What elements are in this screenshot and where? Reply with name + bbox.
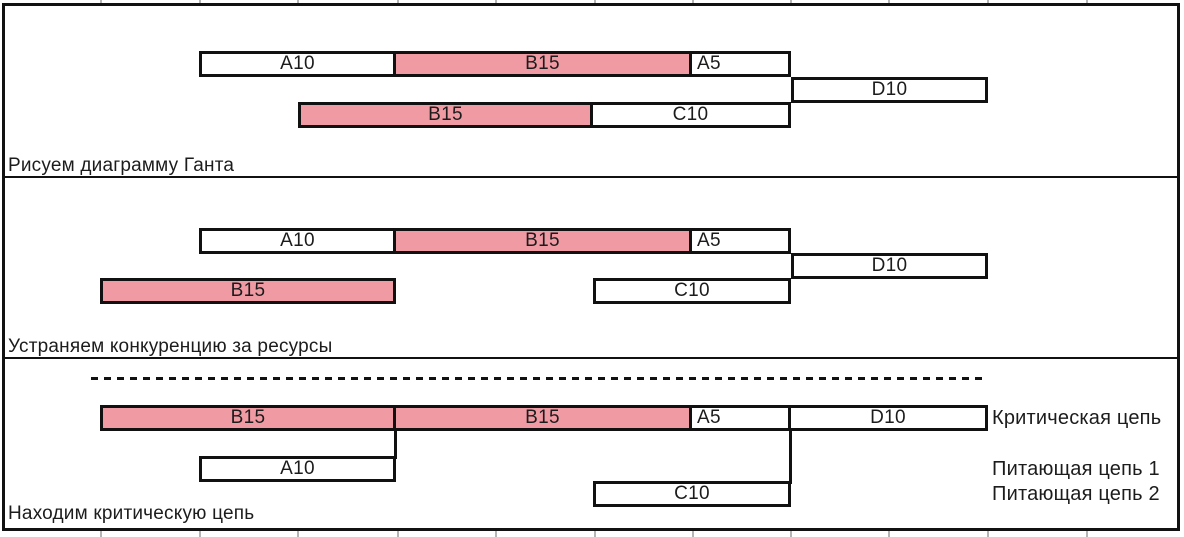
bar-b15: B15 [100, 405, 396, 431]
bar-label: B15 [230, 280, 266, 301]
bar-d10: D10 [791, 253, 988, 279]
bar-d10: D10 [788, 405, 988, 431]
bar-a10: A10 [199, 228, 396, 254]
grid-tick-top [100, 0, 102, 3]
bar-label: D10 [871, 79, 908, 100]
dependency-connector [394, 428, 397, 459]
bar-label: A10 [280, 53, 315, 74]
dependency-connector [789, 428, 792, 484]
bar-label: C10 [674, 483, 710, 504]
diagram-frame [2, 3, 1180, 531]
grid-tick-top [397, 0, 399, 3]
bar-label: A10 [280, 458, 315, 479]
bar-label: A5 [697, 230, 721, 251]
bar-a10: A10 [199, 51, 396, 77]
grid-tick-bottom [888, 531, 890, 537]
grid-tick-top [297, 0, 299, 3]
bar-b15: B15 [298, 102, 593, 128]
panel-1-caption: Рисуем диаграмму Ганта [8, 155, 235, 176]
bar-label: C10 [674, 280, 710, 301]
grid-tick-top [987, 0, 989, 3]
critical-chain-dashed-line [91, 377, 988, 380]
bar-a5: A5 [689, 405, 791, 431]
chain-label-critical: Критическая цепь [992, 407, 1162, 429]
panel-3-caption: Находим критическую цепь [8, 503, 255, 524]
bar-label: B15 [428, 104, 463, 125]
grid-tick-top [790, 0, 792, 3]
chain-label-feeding-2: Питающая цепь 2 [992, 483, 1160, 505]
grid-tick-top [692, 0, 694, 3]
grid-tick-top [199, 0, 201, 3]
bar-label: A5 [697, 53, 721, 74]
bar-d10: D10 [791, 77, 988, 103]
bar-b15: B15 [100, 278, 396, 304]
chain-label-feeding-1: Питающая цепь 1 [992, 458, 1160, 480]
grid-tick-bottom [397, 531, 399, 537]
bar-a5: A5 [689, 228, 791, 254]
bar-label: D10 [870, 407, 906, 428]
bar-label: B15 [525, 230, 560, 251]
panel-2-caption: Устраняем конкуренцию за ресурсы [8, 336, 333, 357]
bar-c10: C10 [593, 278, 791, 304]
bar-label: A5 [697, 407, 721, 428]
bar-label: B15 [230, 407, 266, 428]
bar-b15: B15 [393, 51, 692, 77]
grid-tick-bottom [100, 531, 102, 537]
panel-divider-1 [3, 176, 1179, 178]
bar-label: D10 [871, 255, 908, 276]
grid-tick-bottom [790, 531, 792, 537]
bar-b15: B15 [393, 228, 692, 254]
grid-tick-top [888, 0, 890, 3]
grid-tick-bottom [692, 531, 694, 537]
grid-tick-bottom [297, 531, 299, 537]
bar-c10: C10 [590, 102, 791, 128]
bar-a10: A10 [199, 456, 396, 482]
bar-b15: B15 [393, 405, 692, 431]
grid-tick-bottom [987, 531, 989, 537]
grid-tick-top [495, 0, 497, 3]
bar-c10: C10 [593, 481, 791, 507]
grid-tick-top [1086, 0, 1088, 3]
grid-tick-bottom [199, 531, 201, 537]
grid-tick-bottom [594, 531, 596, 537]
grid-tick-bottom [495, 531, 497, 537]
bar-label: B15 [525, 53, 560, 74]
bar-label: A10 [280, 230, 315, 251]
bar-label: B15 [525, 407, 560, 428]
bar-label: C10 [672, 104, 709, 125]
grid-tick-bottom [1086, 531, 1088, 537]
bar-a5: A5 [689, 51, 791, 77]
panel-divider-2 [3, 357, 1179, 359]
grid-tick-top [594, 0, 596, 3]
